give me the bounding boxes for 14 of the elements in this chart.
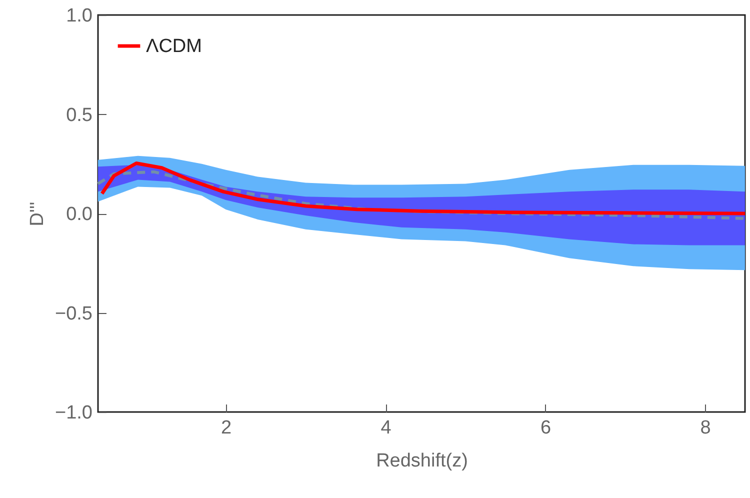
line-series [96,170,746,220]
y-tick-label: −0.5 [54,303,92,324]
y-tick-label: −1.0 [54,402,92,424]
x-tick-label: 2 [221,418,232,438]
x-tick-label: 4 [380,418,392,438]
x-tick-label: 8 [700,418,711,438]
x-tick-label: 6 [540,418,552,438]
y-axis-title: D''' [26,202,48,226]
legend-label: ΛCDM [146,36,202,57]
y-tick-label: 1.0 [66,6,92,26]
y-tick-label: 0.5 [66,104,92,126]
y-tick-label: 0.0 [66,204,92,225]
line-series [100,162,747,216]
x-axis-title: Redshift(z) [376,450,468,472]
